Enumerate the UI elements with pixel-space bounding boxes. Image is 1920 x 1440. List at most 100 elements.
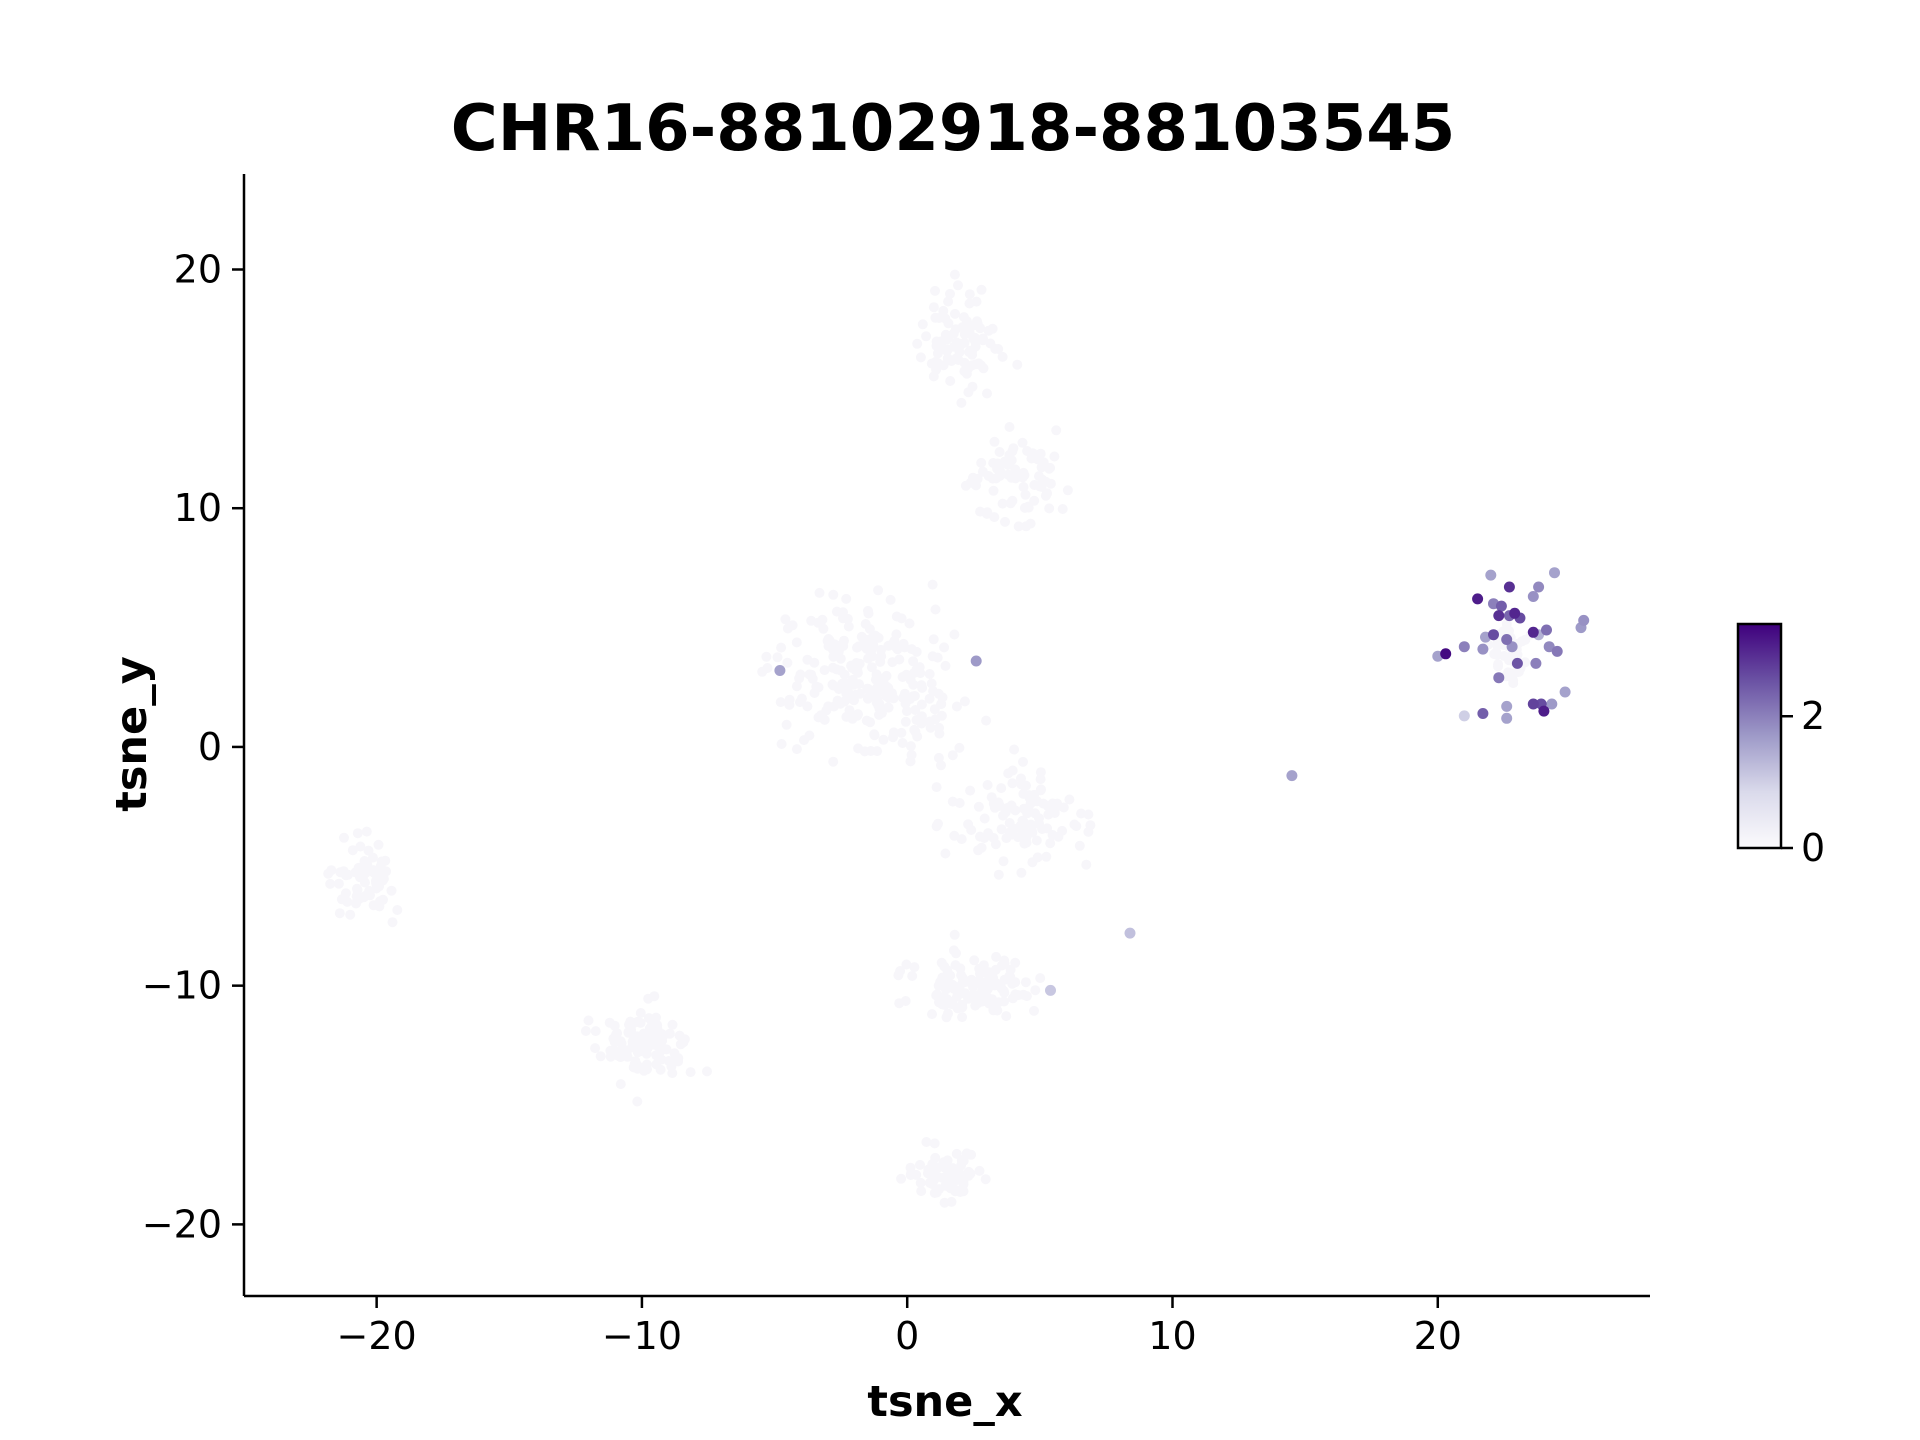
background-point [950,981,961,992]
data-point [1541,624,1552,636]
background-point [626,1024,636,1035]
background-point [924,716,935,727]
background-point [932,348,943,359]
background-point [997,498,1008,509]
background-point [954,347,965,358]
background-point [899,688,910,699]
background-point [813,712,824,723]
background-point [992,463,1003,474]
background-point [912,338,923,349]
background-point [933,1171,943,1182]
background-point [998,810,1008,821]
background-point [841,711,852,722]
background-point [910,705,921,715]
data-point [1509,607,1521,619]
background-point [940,984,951,995]
background-point [1023,502,1034,513]
background-point [969,955,980,966]
x-tick-label: 20 [1414,1314,1462,1358]
background-point [901,706,912,717]
background-point [352,828,363,839]
data-point [970,655,982,667]
background-point [878,734,889,745]
background-point [852,667,863,678]
background-point [946,356,957,366]
background-point [875,656,886,667]
background-point [1002,802,1013,813]
background-point [930,285,940,296]
background-point [979,813,990,824]
background-point [909,724,920,735]
background-point [1049,451,1060,462]
background-point [847,694,858,705]
background-point [1083,826,1094,837]
y-tick-label: −10 [142,964,222,1008]
background-point [819,665,830,676]
background-point [965,1168,976,1179]
background-point [1020,977,1031,988]
background-point [1031,835,1042,846]
background-point [1044,503,1055,514]
data-point [1477,708,1489,719]
background-point [1057,504,1068,514]
background-point [956,834,967,845]
background-point [973,801,984,812]
background-point [942,344,953,355]
background-point [355,841,366,852]
background-point [941,1012,952,1023]
background-point [872,746,883,757]
background-point [1029,1005,1039,1016]
background-point [392,905,403,915]
background-point [971,296,982,307]
data-point [1477,643,1489,655]
background-point [934,997,944,1008]
background-point [915,1177,926,1188]
background-point [642,1064,652,1075]
background-point [1032,852,1043,863]
background-point [950,960,961,971]
background-point [814,587,825,598]
background-point [667,1019,678,1030]
background-point [905,756,916,767]
background-point [867,688,878,699]
background-point [824,635,835,646]
background-point [942,994,953,1005]
background-point [1057,825,1068,836]
background-point [1017,437,1028,448]
background-point [956,397,967,408]
background-point [1042,823,1053,834]
background-point [1513,666,1524,677]
data-point [1501,700,1513,712]
background-point [941,1162,952,1173]
background-point [848,679,859,690]
data-point [1546,698,1558,710]
background-point [977,466,988,477]
background-point [861,643,872,654]
background-point [928,302,939,313]
background-point [590,1026,601,1037]
data-point [1501,634,1513,645]
background-point [635,1008,646,1018]
background-point [979,833,990,843]
background-point [1018,756,1028,767]
y-tick-label: −20 [142,1202,222,1246]
background-point [864,624,875,634]
colorbar-ticks: 02 [1781,694,1825,870]
background-point [373,839,384,850]
background-point [1007,778,1018,789]
background-point [339,894,350,905]
background-point [795,669,806,680]
y-axis-label: tsne_y [107,656,157,811]
background-point [909,962,920,973]
background-point [325,878,336,889]
y-axis-ticks: −20 −10 0 10 20 [142,247,244,1246]
data-point [1527,698,1539,710]
colorbar-tick-label: 2 [1801,694,1825,738]
background-point [885,594,896,605]
background-point [907,971,918,981]
background-point [1012,359,1023,370]
background-point [580,1026,591,1036]
background-point [334,908,345,919]
background-point [635,1017,646,1028]
background-point [964,289,975,300]
